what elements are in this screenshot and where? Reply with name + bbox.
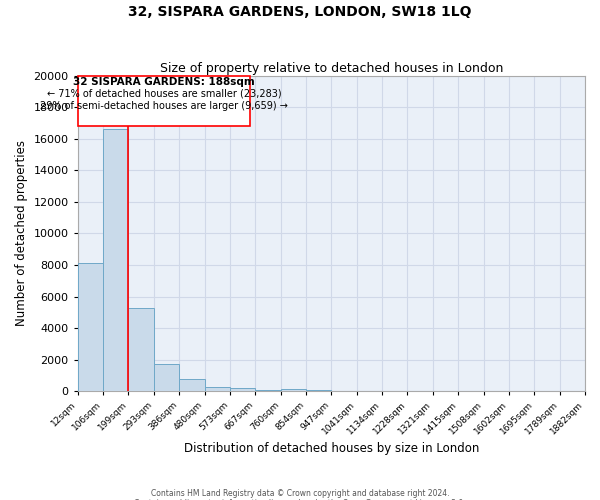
- Bar: [205, 387, 230, 392]
- Bar: [306, 390, 331, 392]
- Bar: [103, 130, 128, 392]
- Title: Size of property relative to detached houses in London: Size of property relative to detached ho…: [160, 62, 503, 74]
- Text: 29% of semi-detached houses are larger (9,659) →: 29% of semi-detached houses are larger (…: [40, 100, 288, 110]
- Text: ← 71% of detached houses are smaller (23,283): ← 71% of detached houses are smaller (23…: [47, 89, 281, 99]
- Bar: [128, 308, 154, 392]
- X-axis label: Distribution of detached houses by size in London: Distribution of detached houses by size …: [184, 442, 479, 455]
- Bar: [281, 389, 306, 392]
- Bar: [78, 76, 250, 126]
- Text: Contains public sector information licensed under the Open Government Licence v3: Contains public sector information licen…: [134, 498, 466, 500]
- Bar: [154, 364, 179, 392]
- Text: Contains HM Land Registry data © Crown copyright and database right 2024.: Contains HM Land Registry data © Crown c…: [151, 488, 449, 498]
- Y-axis label: Number of detached properties: Number of detached properties: [15, 140, 28, 326]
- Bar: [78, 264, 103, 392]
- Text: 32 SISPARA GARDENS: 188sqm: 32 SISPARA GARDENS: 188sqm: [73, 77, 255, 87]
- Text: 32, SISPARA GARDENS, LONDON, SW18 1LQ: 32, SISPARA GARDENS, LONDON, SW18 1LQ: [128, 5, 472, 19]
- Bar: [179, 378, 205, 392]
- Bar: [255, 390, 281, 392]
- Bar: [230, 388, 255, 392]
